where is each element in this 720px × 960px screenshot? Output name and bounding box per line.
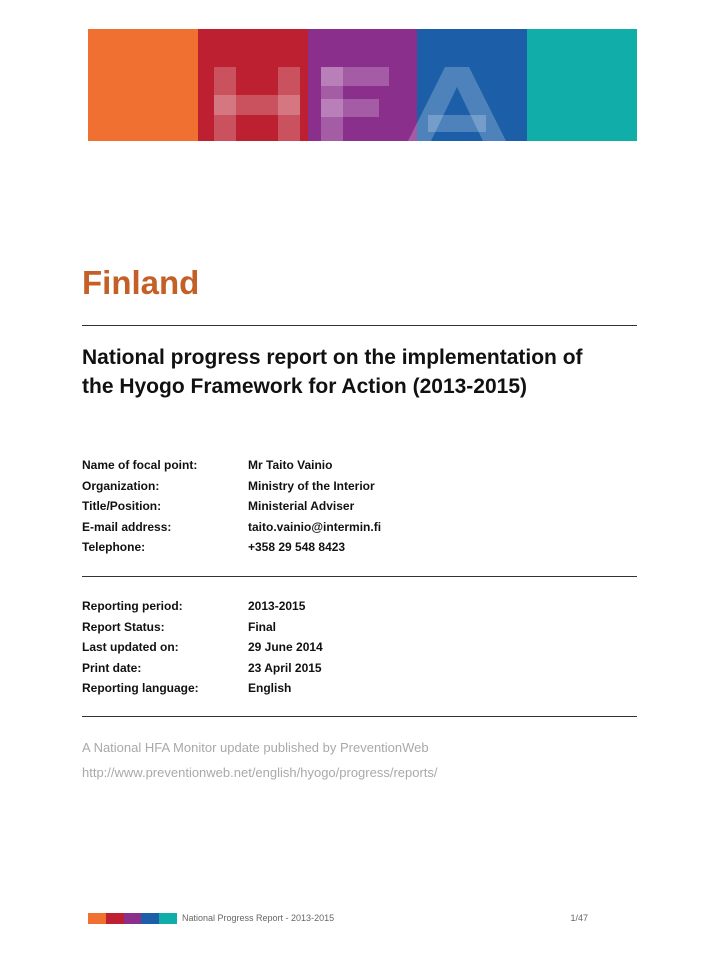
info-label: Report Status: bbox=[82, 619, 165, 634]
info-value: +358 29 548 8423 bbox=[248, 540, 346, 554]
info-label: Organization: bbox=[82, 478, 160, 493]
footer-stripe-teal bbox=[159, 913, 177, 924]
report-row-period: Reporting period: 2013-2015 bbox=[82, 596, 548, 617]
info-value: 23 April 2015 bbox=[248, 660, 322, 675]
hfa-letters-logo bbox=[214, 67, 506, 141]
publication-note: A National HFA Monitor update published … bbox=[82, 740, 429, 755]
country-title: Finland bbox=[82, 264, 200, 301]
page-footer: National Progress Report - 2013-2015 1/4… bbox=[88, 912, 588, 926]
report-row-last-updated: Last updated on: 29 June 2014 bbox=[82, 637, 548, 658]
banner-stripe-teal bbox=[527, 29, 637, 141]
hfa-banner-logo bbox=[88, 29, 637, 141]
info-value: Mr Taito Vainio bbox=[248, 458, 333, 472]
info-label: Reporting period: bbox=[82, 599, 183, 613]
info-value: Ministry of the Interior bbox=[248, 478, 375, 493]
info-value: 2013-2015 bbox=[248, 599, 306, 613]
footer-hfa-logo bbox=[88, 913, 177, 924]
info-label: Last updated on: bbox=[82, 640, 179, 654]
report-info-table: Reporting period: 2013-2015 Report Statu… bbox=[82, 596, 548, 699]
info-label: Reporting language: bbox=[82, 681, 199, 695]
footer-stripe-red bbox=[105, 913, 124, 924]
divider bbox=[82, 325, 637, 326]
info-label: E-mail address: bbox=[82, 519, 172, 534]
footer-stripe-orange bbox=[88, 913, 106, 924]
info-label: Title/Position: bbox=[82, 499, 162, 513]
info-label: Name of focal point: bbox=[82, 458, 198, 472]
report-row-language: Reporting language: English bbox=[82, 678, 548, 699]
divider bbox=[82, 576, 637, 577]
footer-stripe-purple bbox=[123, 913, 142, 924]
banner-stripe-purple bbox=[307, 29, 418, 141]
info-value: Ministerial Adviser bbox=[248, 499, 355, 513]
banner-stripe-orange bbox=[88, 29, 198, 141]
report-title-line-1: National progress report on the implemen… bbox=[82, 346, 583, 369]
info-value: English bbox=[248, 681, 292, 695]
report-row-status: Report Status: Final bbox=[82, 617, 548, 638]
publication-url[interactable]: http://www.preventionweb.net/english/hyo… bbox=[82, 765, 438, 780]
footer-title: National Progress Report - 2013-2015 bbox=[182, 913, 335, 923]
info-value: taito.vainio@intermin.fi bbox=[248, 519, 382, 534]
report-title: National progress report on the implemen… bbox=[82, 343, 642, 401]
info-label: Telephone: bbox=[82, 540, 146, 554]
footer-stripe-blue bbox=[141, 913, 160, 924]
info-value: Final bbox=[248, 619, 277, 634]
contact-row-title: Title/Position: Ministerial Adviser bbox=[82, 496, 548, 517]
contact-info-table: Name of focal point: Mr Taito Vainio Org… bbox=[82, 455, 548, 558]
banner-stripe-blue bbox=[417, 29, 528, 141]
page-number: 1/47 bbox=[570, 913, 588, 923]
contact-row-organization: Organization: Ministry of the Interior bbox=[82, 476, 548, 497]
contact-row-email: E-mail address: taito.vainio@intermin.fi bbox=[82, 517, 548, 538]
report-title-line-2: the Hyogo Framework for Action (2013-201… bbox=[82, 375, 527, 398]
contact-row-telephone: Telephone: +358 29 548 8423 bbox=[82, 537, 548, 558]
info-label: Print date: bbox=[82, 660, 142, 675]
info-value: 29 June 2014 bbox=[248, 640, 323, 654]
contact-row-focal-point: Name of focal point: Mr Taito Vainio bbox=[82, 455, 548, 476]
banner-stripe-red bbox=[197, 29, 308, 141]
report-row-print-date: Print date: 23 April 2015 bbox=[82, 658, 548, 679]
divider bbox=[82, 716, 637, 717]
